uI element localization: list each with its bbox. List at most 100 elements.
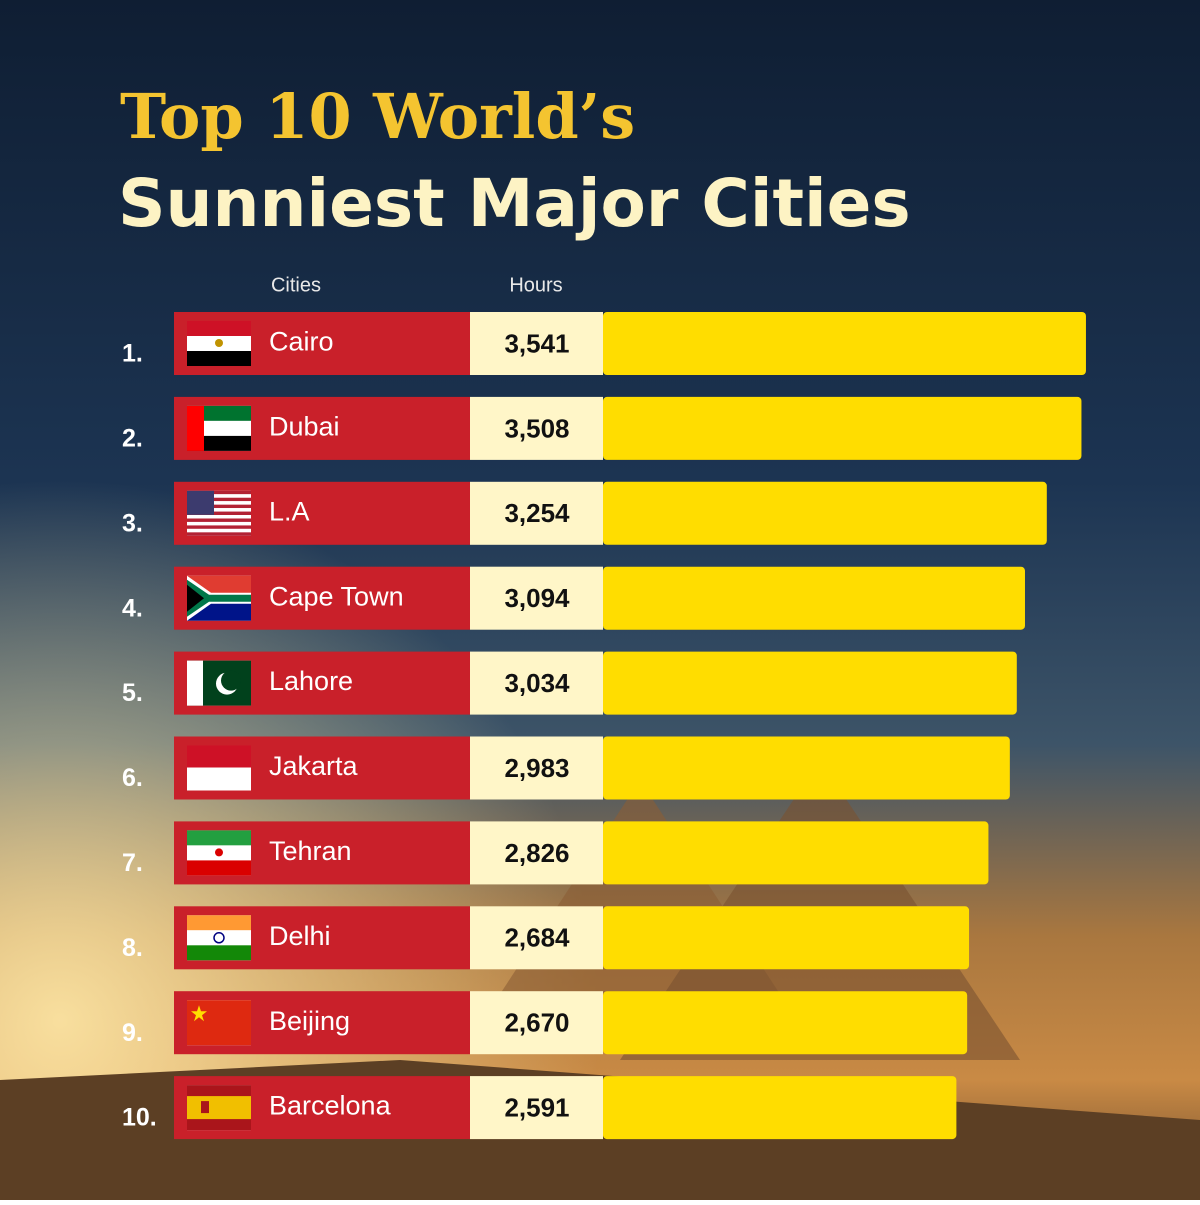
rank: 4.	[122, 594, 143, 622]
flag-stripe	[187, 405, 204, 451]
flag-triangle	[187, 584, 204, 612]
category-label: Cairo	[269, 327, 334, 357]
value-cell	[470, 821, 603, 885]
category-label: Tehran	[269, 836, 352, 866]
value-cell	[470, 1076, 603, 1140]
value-cell	[470, 651, 603, 715]
value-label: 3,094	[504, 583, 570, 613]
flag-stripe	[187, 525, 251, 529]
row: 10. Barcelona 2,591	[122, 1076, 957, 1140]
bar	[603, 736, 1010, 800]
flag-stripe	[187, 518, 251, 522]
bar	[603, 566, 1025, 630]
bar	[603, 481, 1047, 545]
bar	[603, 821, 989, 885]
bar	[603, 1076, 957, 1140]
rank: 3.	[122, 509, 143, 537]
row: 2. Dubai 3,508	[122, 396, 1082, 460]
flag-emblem	[215, 339, 223, 347]
row: 1. Cairo 3,541	[122, 312, 1086, 375]
flag-band	[187, 579, 251, 617]
flag	[187, 830, 251, 876]
value-label: 3,541	[504, 328, 569, 358]
flag-chakra	[213, 932, 225, 944]
value-label: 3,254	[504, 498, 570, 528]
flag-stripe	[187, 494, 251, 498]
flag-stripe	[187, 915, 251, 931]
flag	[187, 405, 251, 451]
flag-stripe	[187, 745, 251, 768]
row: 8. Delhi 2,684	[122, 906, 970, 970]
flag-stripe	[187, 508, 251, 512]
bar	[603, 312, 1086, 375]
flag-stripe	[187, 767, 251, 791]
flag-stripe	[187, 490, 251, 495]
flag-stripe	[187, 521, 251, 526]
flag-stripe	[187, 501, 251, 505]
value-cell	[470, 312, 603, 375]
category-label: Lahore	[269, 666, 353, 696]
bar	[603, 651, 1017, 715]
category-label: Delhi	[269, 921, 331, 951]
category-label: Dubai	[269, 412, 340, 442]
row: 5. Lahore 3,034	[122, 651, 1017, 715]
flag-stripe	[187, 511, 251, 516]
flag	[187, 1085, 251, 1131]
flag	[187, 575, 251, 621]
bar	[603, 991, 968, 1055]
flag-star	[191, 1005, 207, 1022]
value-cell	[470, 736, 603, 800]
row: 4. Cape Town 3,094	[122, 566, 1025, 630]
flag-moon	[221, 670, 241, 691]
value-cell	[470, 566, 603, 630]
category-label: Beijing	[269, 1006, 350, 1036]
value-label: 3,034	[504, 668, 570, 698]
flag-emblem	[201, 1101, 209, 1114]
value-label: 3,508	[504, 413, 569, 443]
flag-stripe	[187, 321, 251, 336]
column-header: Hours	[509, 274, 562, 296]
rank: 7.	[122, 849, 143, 877]
rows: 1. Cairo 3,541 2. Dubai 3,508 3. L.A 3,254 4. Cape…	[122, 312, 1086, 1140]
flag-stripe	[187, 504, 251, 509]
flag-emblem	[215, 848, 223, 857]
rank: 1.	[122, 340, 143, 368]
value-label: 2,983	[504, 753, 569, 783]
flag-stripe	[187, 830, 251, 846]
flag	[187, 321, 251, 366]
flag	[187, 915, 251, 961]
value-label: 2,826	[504, 838, 569, 868]
rank: 10.	[122, 1104, 157, 1132]
flag-stripe	[187, 532, 251, 536]
flag-stripe	[187, 1000, 251, 1046]
value-cell	[470, 906, 603, 970]
category-label: Jakarta	[269, 751, 359, 781]
flag-stripe	[187, 945, 251, 961]
flag-stripe	[187, 528, 251, 533]
value-label: 2,684	[504, 923, 570, 953]
value-label: 2,591	[504, 1092, 569, 1122]
flag	[187, 490, 251, 536]
chart-title: Top 10 World’s	[120, 80, 635, 153]
rank: 2.	[122, 425, 143, 453]
rank: 6.	[122, 764, 143, 792]
bar	[603, 906, 970, 970]
category-label: L.A	[269, 496, 310, 526]
value-cell	[470, 481, 603, 545]
chart-subtitle: Sunniest Major Cities	[118, 165, 911, 242]
flag-stripe	[187, 351, 251, 366]
row: 9. Beijing 2,670	[122, 991, 968, 1055]
bar	[603, 396, 1082, 460]
flag-stripe	[187, 515, 251, 519]
rank: 9.	[122, 1019, 143, 1047]
flag	[187, 745, 251, 791]
value-cell	[470, 396, 603, 460]
value-cell	[470, 991, 603, 1055]
flag	[187, 660, 251, 706]
flag-stripe	[187, 1096, 251, 1120]
flag-canton	[187, 490, 214, 515]
rank: 8.	[122, 934, 143, 962]
flag-stripe	[187, 930, 251, 946]
column-header: Cities	[271, 274, 321, 296]
